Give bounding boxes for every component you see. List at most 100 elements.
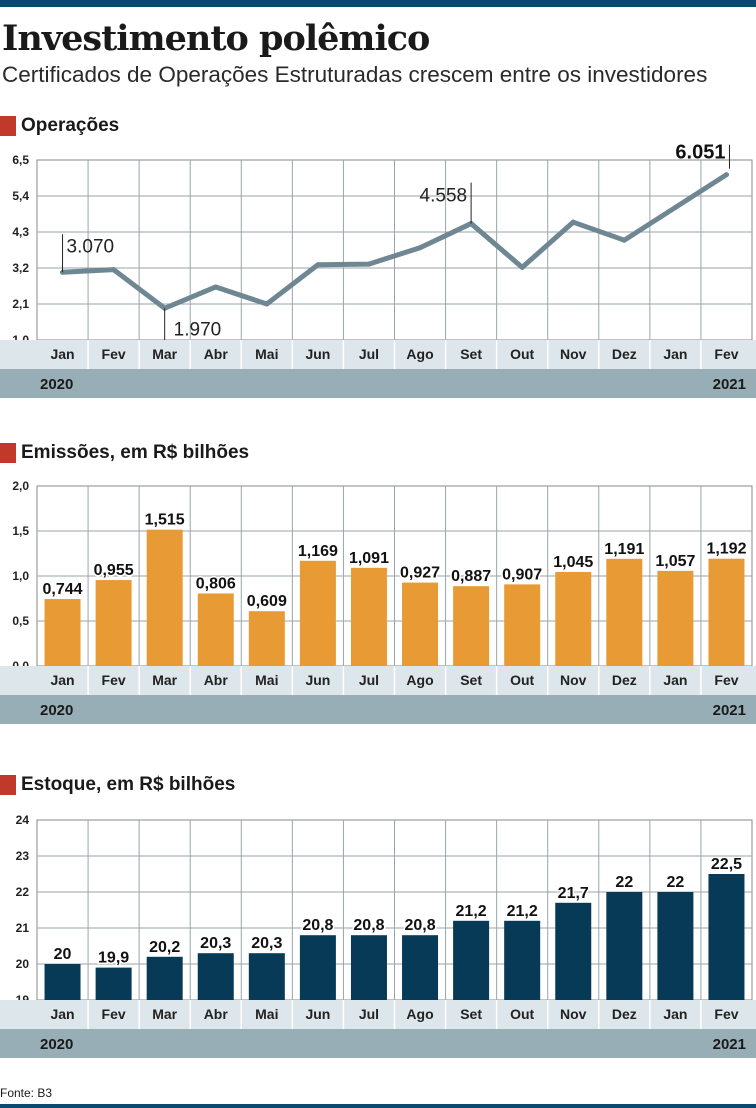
x-tick-label: Jul — [359, 346, 379, 362]
bar — [197, 953, 234, 1000]
section-header-emissoes: Emissões, em R$ bilhões — [0, 442, 249, 464]
bar-value-label: 21,7 — [558, 885, 589, 902]
y-tick-label: 20 — [16, 957, 30, 971]
x-tick-label: Abr — [204, 672, 229, 688]
bar — [453, 920, 490, 1000]
year-label-end: 2021 — [713, 376, 746, 393]
bar — [453, 586, 490, 666]
bar — [197, 593, 234, 666]
bar-value-label: 0,609 — [247, 593, 287, 610]
x-tick-label: Out — [510, 346, 534, 362]
x-tick-label: Nov — [560, 346, 587, 362]
x-tick-label: Dez — [612, 672, 637, 688]
bar — [402, 582, 439, 666]
x-tick-label: Out — [510, 1006, 534, 1022]
x-tick-label: Jul — [359, 672, 379, 688]
estoque-bar-chart: 192021222324JanFevMarAbrMaiJunJulAgoSetO… — [0, 813, 756, 1058]
year-band — [0, 369, 756, 398]
x-tick-label: Fev — [102, 346, 126, 362]
y-tick-label: 0,5 — [12, 614, 29, 628]
section-marker-square — [0, 443, 16, 463]
bar-value-label: 0,887 — [451, 568, 491, 585]
annotation-label: 4.558 — [420, 186, 468, 207]
y-tick-label: 2,0 — [12, 479, 29, 493]
bar — [299, 560, 336, 666]
y-tick-label: 22 — [16, 885, 30, 899]
top-accent-bar — [0, 0, 756, 7]
bar — [350, 935, 387, 1000]
bar — [402, 935, 439, 1000]
x-tick-label: Dez — [612, 346, 637, 362]
bar — [708, 558, 745, 666]
section-marker-square — [0, 775, 16, 795]
x-tick-label: Abr — [204, 1006, 229, 1022]
x-tick-label: Jun — [305, 672, 330, 688]
month-band — [0, 666, 756, 695]
x-tick-label: Mar — [152, 1006, 177, 1022]
x-tick-label: Fev — [714, 346, 738, 362]
x-tick-label: Jan — [663, 1006, 687, 1022]
x-tick-label: Mar — [152, 346, 177, 362]
x-tick-label: Set — [460, 672, 482, 688]
line-point — [111, 267, 117, 273]
bar — [657, 570, 694, 666]
month-band — [0, 340, 756, 369]
x-tick-label: Fev — [714, 672, 738, 688]
bar — [44, 964, 81, 1000]
bar-value-label: 0,744 — [43, 581, 83, 598]
x-tick-label: Fev — [102, 1006, 126, 1022]
y-tick-label: 4,3 — [12, 225, 29, 239]
bar-value-label: 1,057 — [655, 553, 695, 570]
bar-value-label: 22 — [666, 874, 684, 891]
bar-value-label: 20,2 — [149, 939, 180, 956]
line-point — [723, 172, 729, 178]
year-label-start: 2020 — [40, 1036, 73, 1053]
x-tick-label: Jul — [359, 1006, 379, 1022]
x-tick-label: Nov — [560, 1006, 587, 1022]
bar-value-label: 20 — [54, 946, 72, 963]
bar — [657, 892, 694, 1000]
x-tick-label: Dez — [612, 1006, 637, 1022]
annotation-label: 1.970 — [174, 319, 222, 340]
x-tick-label: Abr — [204, 346, 229, 362]
y-tick-label: 3,2 — [12, 261, 29, 275]
bar — [555, 902, 592, 1000]
bar-value-label: 1,191 — [604, 541, 644, 558]
bar-value-label: 1,169 — [298, 543, 338, 560]
year-band — [0, 1029, 756, 1058]
y-tick-label: 1,0 — [12, 569, 29, 583]
line-point — [366, 261, 372, 267]
section-title-emissoes: Emissões, em R$ bilhões — [21, 442, 250, 463]
bar-value-label: 22 — [615, 874, 633, 891]
bar — [504, 920, 541, 1000]
operacoes-line-chart: 1,02,13,24,35,46,5JanFevMarAbrMaiJunJulA… — [0, 142, 756, 398]
line-point — [570, 219, 576, 225]
x-tick-label: Ago — [406, 672, 433, 688]
line-point — [213, 284, 219, 290]
bar-value-label: 19,9 — [98, 950, 129, 967]
month-band — [0, 1000, 756, 1029]
y-tick-label: 23 — [16, 849, 30, 863]
x-tick-label: Mai — [255, 346, 278, 362]
x-tick-label: Jan — [663, 672, 687, 688]
bar-value-label: 0,907 — [502, 566, 542, 583]
bar-value-label: 1,045 — [553, 554, 593, 571]
bar — [606, 892, 643, 1000]
y-tick-label: 21 — [16, 921, 30, 935]
bottom-accent-bar — [0, 1104, 756, 1108]
line-point — [621, 237, 627, 243]
x-tick-label: Jan — [663, 346, 687, 362]
bar-value-label: 20,8 — [353, 917, 384, 934]
y-tick-label: 5,4 — [12, 189, 29, 203]
line-point — [264, 301, 270, 307]
x-tick-label: Out — [510, 672, 534, 688]
bar-value-label: 21,2 — [507, 903, 538, 920]
bar — [248, 953, 285, 1000]
section-title-operacoes: Operações — [21, 115, 120, 136]
year-band — [0, 695, 756, 724]
year-label-end: 2021 — [713, 702, 746, 719]
bar — [606, 558, 643, 666]
section-marker-square — [0, 116, 16, 136]
bar-value-label: 1,515 — [145, 512, 185, 529]
bar-value-label: 20,3 — [200, 935, 231, 952]
